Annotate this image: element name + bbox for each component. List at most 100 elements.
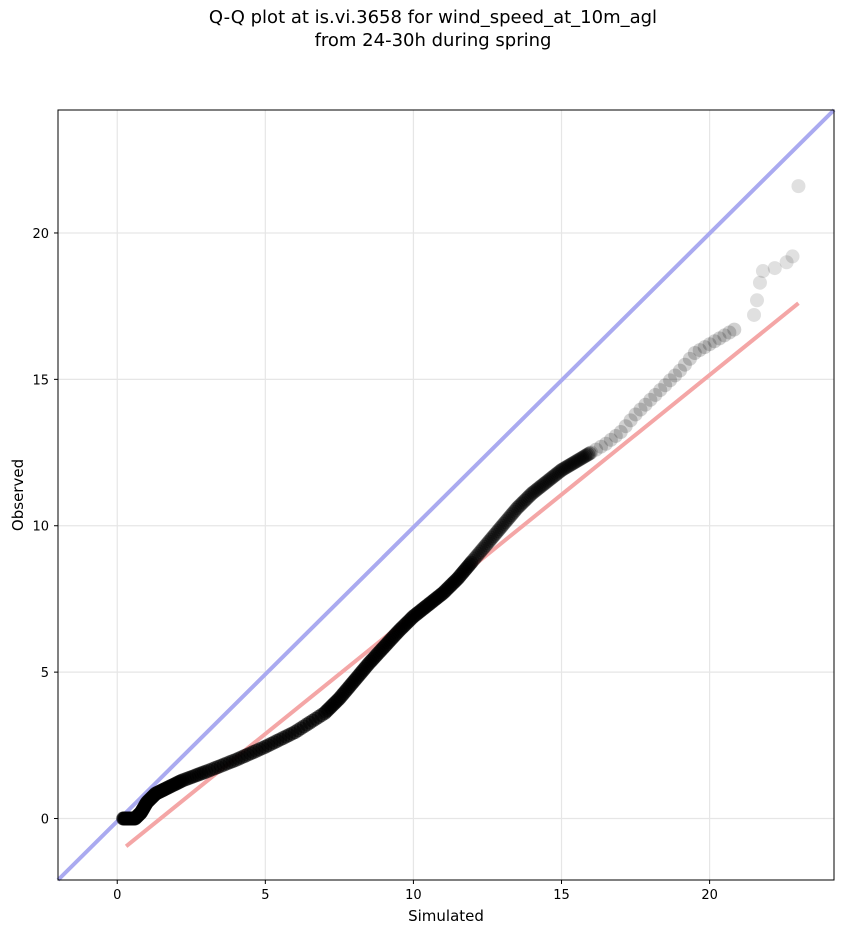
qq-point [633,402,648,417]
qq-point [727,322,742,337]
qq-point [575,450,590,465]
qq-point [648,387,663,402]
qq-point [477,539,492,554]
qq-point [470,548,485,563]
qq-point [510,501,525,516]
qq-point [484,531,499,546]
qq-point [722,325,737,340]
qq-point [513,498,528,513]
qq-point [697,340,712,355]
qq-point [529,483,544,498]
qq-point [581,447,596,462]
qq-point [524,486,539,501]
qq-point [498,515,513,530]
chart-title-block: Q-Q plot at is.vi.3658 for wind_speed_at… [0,6,843,52]
qq-point [558,460,573,475]
qq-point [623,413,638,428]
qq-point [785,249,800,264]
qq-point [527,484,542,499]
y-tick-label: 10 [32,520,49,535]
qq-point [465,553,480,568]
qq-point [502,509,517,524]
qq-point [539,474,554,489]
qq-point [547,468,562,483]
qq-point [618,419,633,434]
qq-point [563,457,578,472]
qq-point [663,373,678,388]
qq-point [707,334,722,349]
qq-point [687,346,702,361]
qq-point [767,261,782,276]
qq-point [478,538,493,553]
qq-point [521,489,536,504]
qq-point [518,492,533,507]
plot-frame [57,109,835,881]
qq-point [608,428,623,443]
qq-point [480,536,495,551]
qq-point [526,485,541,500]
x-tick-label: 0 [113,888,121,903]
qq-point [467,552,482,567]
qq-point [579,448,594,463]
qq-point [677,357,692,372]
one-to-one-line [56,108,836,882]
qq-point [573,451,588,466]
qq-point [570,453,585,468]
qq-point [544,471,559,486]
qq-point [553,464,568,479]
qq-point [613,425,628,440]
qq-point [668,368,683,383]
qq-point [541,473,556,488]
chart-subtitle: from 24-30h during spring [314,30,552,51]
x-tick-label: 5 [261,888,269,903]
qq-point [471,546,486,561]
qq-point [532,480,547,495]
qq-point [489,525,504,540]
qq-point [468,550,483,565]
qq-point [555,462,570,477]
qq-point [717,328,732,343]
qq-point [557,461,572,476]
qq-point [598,436,613,451]
qq-point [508,502,523,517]
qq-point [569,454,584,469]
qq-point [791,179,806,194]
qq-point [749,293,764,308]
qq-point [545,470,560,485]
x-tick-label: 10 [405,888,422,903]
qq-point [493,520,508,535]
qq-point [566,456,581,471]
x-tick-label: 20 [701,888,718,903]
qq-point [495,518,510,533]
qq-point [523,488,538,502]
y-tick-label: 15 [32,373,49,388]
qq-point [501,511,516,526]
qq-point [487,527,502,542]
qq-point [752,275,767,290]
qq-point [628,407,643,422]
qq-point [702,337,717,352]
qq-point [516,495,531,510]
chart-title: Q-Q plot at is.vi.3658 for wind_speed_at… [208,7,658,28]
points [116,179,806,826]
qq-point [550,466,565,481]
qq-point [589,442,604,457]
qq-point [476,541,491,556]
qq-point [542,472,557,487]
qq-point [594,439,609,454]
qq-point [582,446,597,461]
x-tick-label: 15 [553,888,570,903]
qq-point [578,449,593,464]
x-axis-label: Simulated [408,907,484,925]
qq-point [486,529,501,544]
qq-point [499,513,514,528]
qq-point [511,499,526,514]
qq-point [638,397,653,412]
qq-point [514,496,529,511]
qq-point [755,264,770,279]
qq-point [536,477,551,492]
qq-point [517,493,532,508]
qq-point [551,465,566,480]
qq-point [747,307,762,322]
